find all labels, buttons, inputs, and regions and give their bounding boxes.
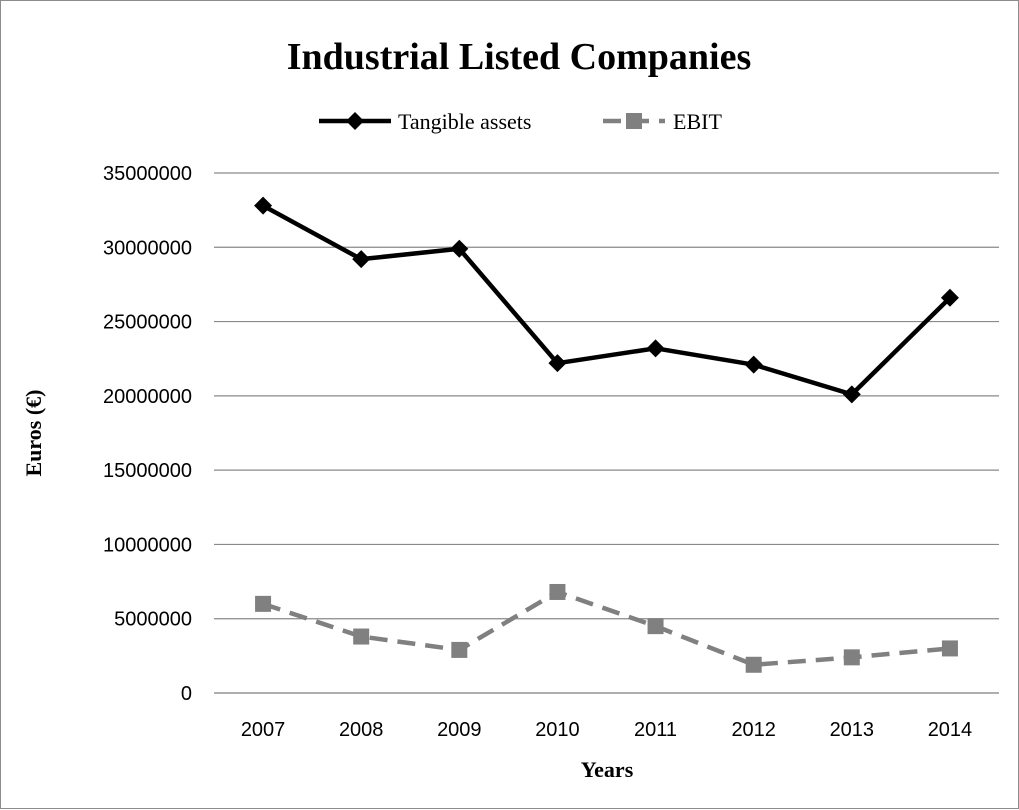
- legend-item-tangible-assets: Tangible assets: [319, 109, 531, 134]
- data-point: [353, 628, 370, 645]
- data-point: [941, 640, 958, 657]
- legend-item-ebit: EBIT: [603, 109, 722, 134]
- gridlines: [214, 172, 999, 694]
- y-tick-label: 10000000: [103, 534, 192, 556]
- data-point: [255, 595, 272, 612]
- series-line-tangible-assets: [261, 203, 952, 397]
- series-ebit: [255, 583, 958, 673]
- x-tick-label: 2007: [241, 719, 286, 741]
- legend-label: Tangible assets: [398, 109, 531, 134]
- data-point: [549, 583, 566, 600]
- y-tick-label: 30000000: [103, 237, 192, 259]
- data-point: [548, 354, 567, 373]
- y-tick-label: 35000000: [103, 163, 192, 185]
- x-tick-label: 2014: [928, 719, 973, 741]
- x-axis-ticks: 2007 2008 2009 2010 2011 2012 2013 2014: [241, 719, 972, 741]
- x-tick-label: 2013: [830, 719, 875, 741]
- data-point: [744, 355, 763, 374]
- data-point: [352, 250, 371, 269]
- data-point: [842, 385, 861, 404]
- x-tick-label: 2009: [437, 719, 482, 741]
- data-point: [450, 239, 469, 258]
- x-tick-label: 2012: [731, 719, 776, 741]
- series-layer: [254, 196, 959, 673]
- y-tick-label: 20000000: [103, 386, 192, 408]
- x-tick-label: 2010: [535, 719, 580, 741]
- x-tick-label: 2008: [339, 719, 384, 741]
- data-point: [843, 649, 860, 666]
- legend-marker: [626, 113, 642, 129]
- data-point: [451, 641, 468, 658]
- y-axis-ticks: 0 5000000 10000000 15000000 20000000 25000000…: [103, 163, 192, 705]
- legend-label: EBIT: [673, 109, 722, 134]
- y-tick-label: 25000000: [103, 312, 192, 334]
- legend-marker: [346, 112, 364, 130]
- y-tick-label: 0: [181, 683, 192, 705]
- series-tangible-assets: [254, 196, 959, 404]
- y-axis-title: Euros (€): [21, 390, 46, 477]
- data-point: [647, 618, 664, 635]
- x-axis-title: Years: [581, 757, 634, 782]
- legend: Tangible assets EBIT: [319, 109, 722, 134]
- data-point: [745, 656, 762, 673]
- series-line-ebit: [262, 589, 951, 668]
- y-tick-label: 15000000: [103, 460, 192, 482]
- chart-title: Industrial Listed Companies: [287, 36, 752, 78]
- y-tick-label: 5000000: [114, 609, 192, 631]
- x-tick-label: 2011: [634, 719, 677, 741]
- data-point: [940, 288, 959, 307]
- data-point: [254, 196, 273, 215]
- data-point: [646, 339, 665, 358]
